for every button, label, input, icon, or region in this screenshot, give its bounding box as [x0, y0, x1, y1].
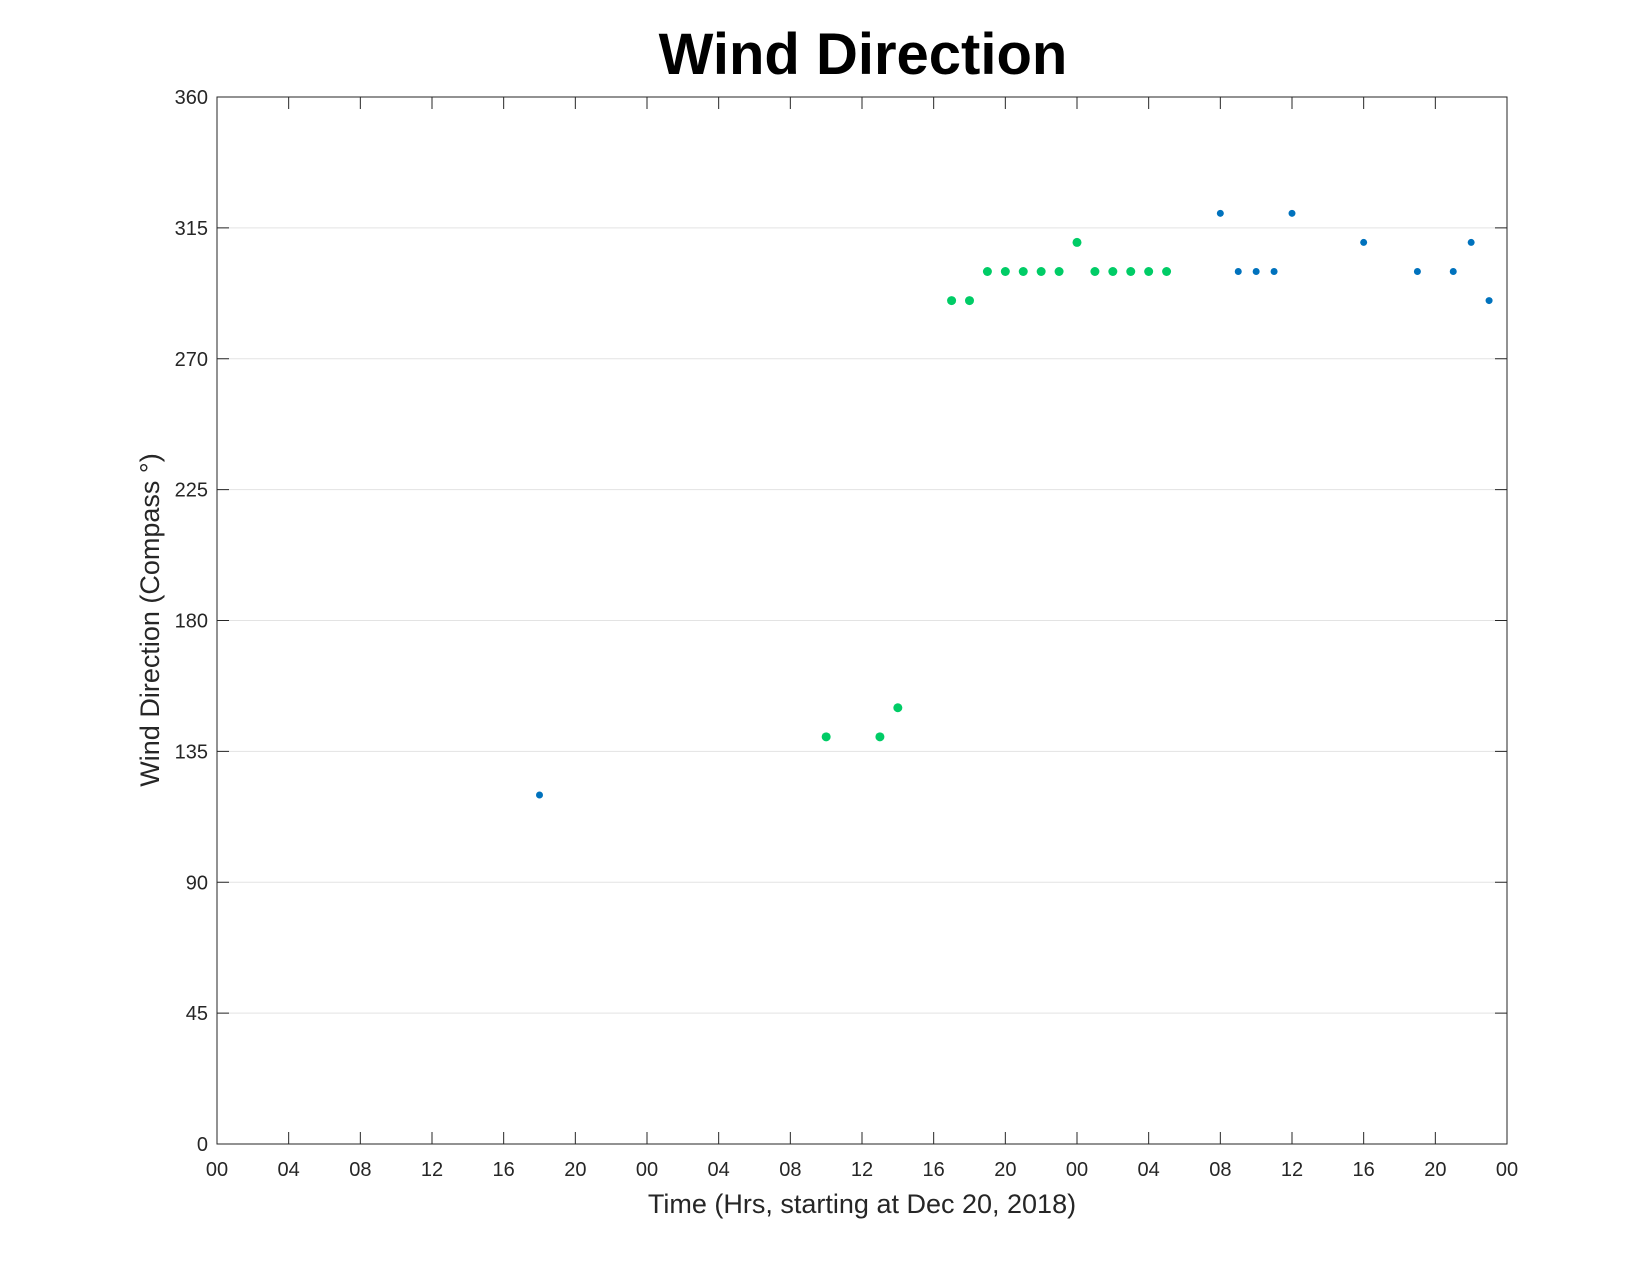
data-point-series-2 — [893, 703, 903, 713]
data-point-series-1 — [1252, 268, 1260, 275]
x-tick-label: 08 — [779, 1159, 801, 1181]
x-axis-label: Time (Hrs, starting at Dec 20, 2018) — [648, 1189, 1076, 1219]
x-tick-label: 20 — [564, 1159, 586, 1181]
x-tick-label: 00 — [206, 1159, 228, 1181]
x-tick-label: 16 — [923, 1159, 945, 1181]
data-point-series-1 — [1360, 238, 1368, 246]
data-point-series-1 — [1449, 268, 1457, 275]
data-point-series-2 — [1144, 267, 1154, 276]
x-axis-tick-labels: 00 04 08 12 16 20 00 04 08 12 16 20 00 04 08 12 16 20 00 — [206, 1159, 1518, 1181]
data-point-series-1 — [1270, 268, 1278, 275]
data-point-series-2 — [947, 296, 957, 306]
x-tick-label: 00 — [1496, 1159, 1518, 1181]
x-tick-label: 16 — [493, 1159, 515, 1181]
x-tick-label: 08 — [349, 1159, 371, 1181]
data-point-series-1 — [1234, 268, 1242, 275]
data-point-series-1 — [1216, 209, 1224, 217]
data-point-series-2 — [1018, 267, 1028, 276]
x-tick-label: 00 — [636, 1159, 658, 1181]
data-point-series-2 — [1072, 237, 1082, 247]
x-tick-label: 04 — [708, 1159, 730, 1181]
x-tick-label: 16 — [1353, 1159, 1375, 1181]
y-tick-label: 315 — [175, 218, 208, 240]
x-tick-label: 00 — [1066, 1159, 1088, 1181]
data-point-series-2 — [1054, 267, 1064, 276]
y-axis-tick-labels: 0 45 90 135 180 225 270 315 360 — [175, 87, 208, 1156]
data-point-series-2 — [1126, 267, 1136, 276]
data-point-series-2 — [965, 296, 974, 306]
data-point-series-2 — [821, 732, 831, 742]
y-tick-label: 270 — [175, 349, 208, 371]
y-tick-label: 225 — [175, 480, 208, 502]
data-point-series-2 — [1108, 267, 1118, 276]
plot-area — [216, 96, 1508, 1145]
y-tick-label: 135 — [175, 741, 208, 763]
x-tick-label: 20 — [1424, 1159, 1446, 1181]
data-point-series-2 — [1090, 267, 1100, 276]
y-axis-label: Wind Direction (Compass °) — [135, 453, 165, 786]
y-tick-label: 45 — [186, 1003, 208, 1025]
data-point-series-2 — [982, 267, 992, 276]
data-point-series-2 — [1000, 267, 1010, 276]
y-tick-label: 90 — [186, 872, 208, 894]
x-tick-label: 12 — [851, 1159, 873, 1181]
y-tick-label: 180 — [175, 611, 208, 633]
y-tick-label: 360 — [175, 87, 208, 109]
data-point-series-1 — [1288, 209, 1296, 217]
x-tick-label: 12 — [1281, 1159, 1303, 1181]
x-tick-label: 04 — [1138, 1159, 1160, 1181]
data-points — [536, 209, 1493, 799]
x-tick-label: 12 — [421, 1159, 443, 1181]
grid-lines — [217, 227, 1507, 1014]
x-tick-label: 04 — [278, 1159, 300, 1181]
x-tick-label: 08 — [1209, 1159, 1231, 1181]
plot-frame — [216, 96, 1508, 1145]
y-tick-label: 0 — [197, 1134, 208, 1156]
data-point-series-1 — [1485, 297, 1493, 305]
data-point-series-1 — [1413, 268, 1421, 275]
data-point-series-2 — [1036, 267, 1046, 276]
x-tick-label: 20 — [994, 1159, 1016, 1181]
data-point-series-2 — [1162, 267, 1172, 276]
data-point-series-1 — [1467, 238, 1475, 246]
data-point-series-1 — [536, 791, 543, 799]
data-point-series-2 — [875, 732, 885, 742]
chart-title: Wind Direction — [659, 22, 1068, 87]
